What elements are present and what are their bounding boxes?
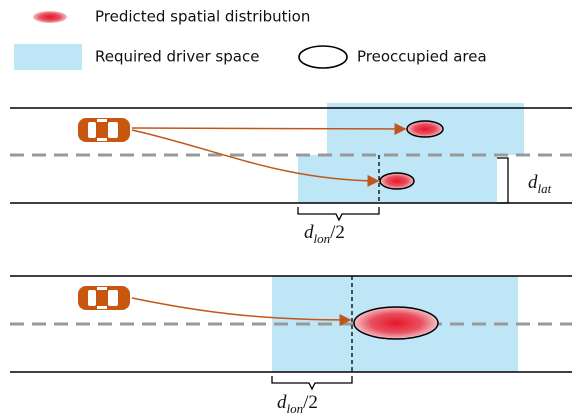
legend-predicted-icon	[33, 11, 67, 23]
label-part: /2	[330, 222, 345, 243]
trajectory	[132, 128, 405, 129]
label-part: d	[277, 392, 287, 413]
label-part: lon	[314, 231, 331, 246]
lat-bracket	[497, 158, 508, 203]
legend-required-icon	[14, 44, 82, 70]
label-part: d	[304, 222, 314, 243]
prediction	[407, 121, 443, 137]
legend-required: Required driver space	[95, 48, 259, 66]
d-lon-label: dlon/2	[277, 392, 318, 416]
scene-top: dlat dlon/2	[10, 103, 572, 246]
label-part: lat	[538, 181, 552, 196]
legend-predicted: Predicted spatial distribution	[95, 8, 310, 26]
scene-bottom: dlon/2	[10, 276, 572, 416]
lon-bracket	[298, 207, 379, 220]
diagram: Predicted spatial distribution Required …	[0, 0, 572, 418]
label-part: lon	[287, 401, 304, 416]
d-lon-label: dlon/2	[304, 222, 345, 246]
legend-preoccupied: Preoccupied area	[357, 48, 487, 66]
label-part: d	[528, 172, 538, 193]
prediction	[354, 307, 438, 339]
lon-bracket	[272, 376, 352, 389]
prediction	[380, 173, 414, 189]
legend-preoccupied-icon	[299, 46, 347, 68]
d-lat-label: dlat	[528, 172, 552, 196]
label-part: /2	[303, 392, 318, 413]
